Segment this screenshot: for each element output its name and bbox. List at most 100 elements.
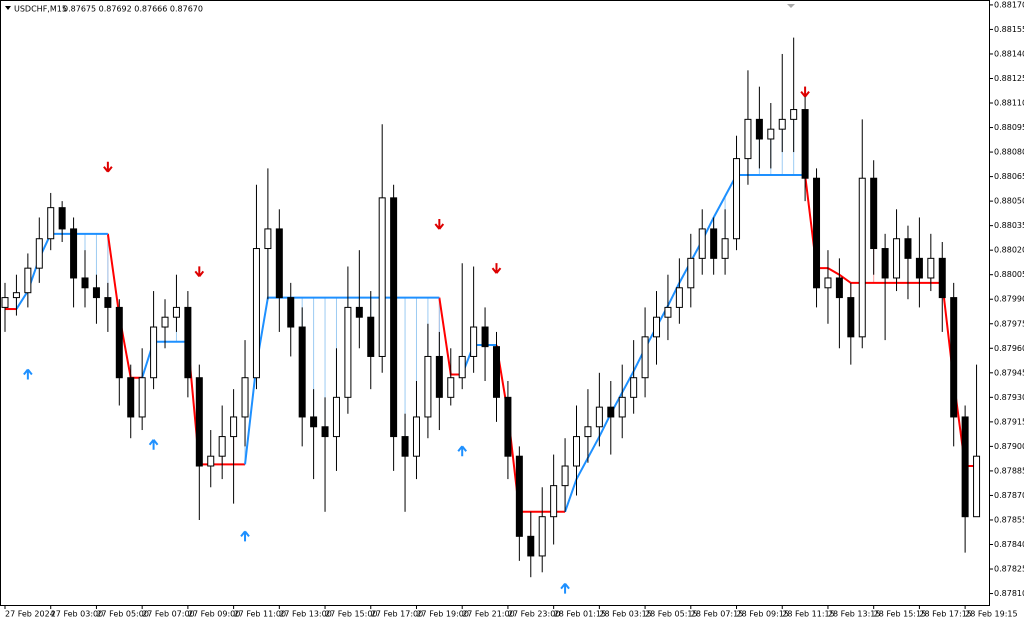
candle-body	[127, 377, 135, 418]
y-tick-label: 0.87870	[994, 491, 1024, 500]
candle-body	[721, 238, 729, 259]
candle-body	[264, 228, 272, 250]
candle-body	[344, 306, 352, 398]
y-tick-label: 0.88020	[994, 246, 1024, 255]
candle-body	[870, 177, 878, 250]
x-tick-label: 28 Feb 09:15	[737, 610, 789, 619]
candle-body	[847, 297, 855, 338]
candle-body	[104, 297, 112, 308]
stop-line	[564, 173, 806, 513]
candle-body	[492, 346, 500, 398]
candle-body	[81, 277, 89, 289]
y-tick-label: 0.87930	[994, 393, 1024, 402]
x-tick-label: 27 Feb 13:00	[279, 610, 331, 619]
buy-arrow	[560, 583, 570, 594]
candle-body	[664, 306, 672, 318]
candle-body	[458, 355, 466, 379]
x-tick-label: 27 Feb 11:00	[234, 610, 286, 619]
candle-body	[275, 228, 283, 299]
candle-body	[893, 238, 901, 279]
y-tick-label: 0.87810	[994, 589, 1024, 598]
candle-body	[252, 248, 260, 379]
candle-body	[115, 306, 123, 379]
x-tick-label: 27 Feb 15:00	[325, 610, 377, 619]
y-tick-label: 0.87900	[994, 442, 1024, 451]
candle-body	[447, 377, 455, 398]
candle-body	[218, 436, 226, 457]
candle-body	[584, 426, 592, 438]
y-tick-label: 0.87840	[994, 540, 1024, 549]
candle-body	[790, 109, 798, 120]
candle-body	[24, 267, 32, 294]
candle-body	[195, 377, 203, 467]
candle-body	[801, 109, 809, 179]
candle-body	[824, 277, 832, 289]
sell-arrow	[194, 266, 205, 278]
x-tick-label: 27 Feb 19:00	[416, 610, 468, 619]
y-tick-label: 0.88095	[994, 123, 1024, 132]
candle-body	[401, 436, 409, 457]
y-tick-label: 0.87945	[994, 368, 1024, 377]
candle-body	[527, 535, 535, 557]
x-tick-label: 28 Feb 03:15	[599, 610, 651, 619]
candle-body	[298, 326, 306, 418]
candle-body	[332, 396, 340, 438]
candle-body	[58, 207, 66, 230]
quote: 0.87675 0.87692 0.87666 0.87670	[63, 5, 203, 14]
candle-body	[813, 177, 821, 289]
menu-triangle	[5, 6, 11, 10]
symbol: USDCHF,M15	[14, 5, 67, 14]
candle-body	[481, 326, 489, 348]
candle-body	[150, 326, 158, 379]
candle-body	[733, 158, 741, 240]
y-tick-label: 0.88170	[994, 0, 1024, 9]
x-tick-label: 27 Feb 03:00	[51, 610, 103, 619]
y-tick-label: 0.87990	[994, 295, 1024, 304]
candle-body	[835, 277, 843, 299]
candle-body	[641, 336, 649, 379]
candle-body	[390, 197, 398, 438]
candle-body	[138, 377, 146, 418]
y-tick-label: 0.87825	[994, 565, 1024, 574]
x-tick-label: 27 Feb 07:00	[142, 610, 194, 619]
y-tick-label: 0.88155	[994, 25, 1024, 34]
sell-arrow	[491, 263, 502, 274]
scroll-marker	[787, 4, 795, 8]
candle-body	[207, 455, 215, 467]
stop-line	[106, 233, 143, 379]
x-tick-label: 27 Feb 09:00	[188, 610, 240, 619]
candle-body	[687, 257, 695, 289]
candle-body	[881, 248, 889, 279]
candle-body	[230, 416, 238, 438]
candle-body	[321, 426, 329, 438]
x-tick-label: 28 Feb 05:15	[645, 610, 697, 619]
candle-body	[435, 355, 443, 398]
candle-body	[515, 455, 523, 537]
buy-arrow	[240, 530, 250, 542]
candle-body	[607, 406, 615, 418]
candle-body	[630, 377, 638, 398]
candle-body	[550, 485, 558, 518]
x-tick-label: 28 Feb 07:15	[691, 610, 743, 619]
candle-body	[698, 228, 706, 259]
candle-body	[35, 238, 43, 269]
candle-body	[858, 177, 866, 338]
candle-body	[538, 516, 546, 557]
x-tick-label: 28 Feb 15:15	[874, 610, 926, 619]
sell-arrow	[103, 161, 113, 173]
candle-body	[710, 228, 718, 259]
candle-body	[172, 306, 180, 318]
y-tick-label: 0.87885	[994, 466, 1024, 475]
candle-body	[778, 118, 786, 130]
candle-body	[504, 396, 512, 457]
candle-body	[92, 287, 100, 299]
candle-body	[915, 257, 923, 279]
candle-body	[904, 238, 912, 259]
stop-line	[804, 174, 977, 468]
sell-arrow	[434, 219, 445, 230]
x-tick-label: 27 Feb 2024	[5, 610, 55, 619]
y-tick-label: 0.87975	[994, 319, 1024, 328]
candle-body	[412, 416, 420, 457]
y-tick-label: 0.88035	[994, 221, 1024, 230]
